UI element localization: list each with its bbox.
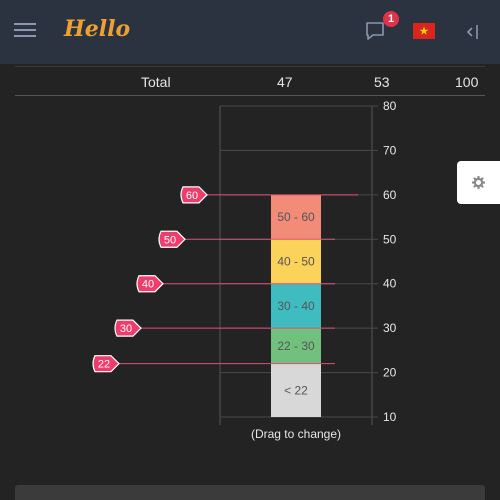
drag-hint: (Drag to change) — [250, 427, 342, 441]
handle-label: 50 — [164, 234, 176, 246]
settings-tab[interactable] — [457, 161, 500, 204]
y-tick-label: 10 — [383, 410, 397, 424]
bottom-panel — [15, 485, 485, 500]
range-segment[interactable] — [271, 239, 321, 284]
segment-label: < 22 — [284, 383, 308, 397]
y-tick-label: 60 — [383, 188, 397, 202]
drag-handle[interactable] — [180, 186, 208, 204]
segment-label: 40 - 50 — [277, 255, 315, 269]
segment-label: 30 - 40 — [277, 299, 315, 313]
drag-handle[interactable] — [114, 319, 142, 337]
range-segment[interactable] — [271, 283, 321, 329]
y-tick-label: 40 — [383, 277, 397, 291]
app-logo[interactable]: Hello — [64, 16, 131, 42]
range-segment[interactable] — [271, 328, 321, 364]
total-value-1: 47 — [277, 74, 293, 90]
range-segment[interactable] — [271, 194, 321, 240]
total-value-3: 100 — [455, 74, 479, 90]
y-tick-label: 50 — [383, 232, 397, 246]
totals-row: Total 47 53 100 — [15, 66, 485, 96]
y-tick-label: 20 — [383, 366, 397, 380]
range-segment[interactable] — [271, 363, 321, 417]
language-flag-icon[interactable] — [413, 23, 435, 39]
drag-handle[interactable] — [136, 275, 164, 293]
totals-label: Total — [141, 74, 171, 90]
chat-icon[interactable] — [364, 20, 386, 42]
drag-handle[interactable] — [158, 230, 186, 248]
menu-icon[interactable] — [14, 21, 36, 39]
segment-label: 50 - 60 — [277, 210, 315, 224]
handle-label: 30 — [120, 323, 132, 335]
y-tick-label: 30 — [383, 321, 397, 335]
top-navbar: Hello 1 — [0, 0, 500, 64]
drag-handle[interactable] — [92, 355, 120, 373]
range-chart[interactable]: 10 20 30 40 50 60 70 80 < 22 22 - 30 30 - 40 40 - 5… — [0, 96, 500, 476]
notification-badge: 1 — [383, 11, 399, 27]
total-value-2: 53 — [374, 74, 390, 90]
handle-label: 40 — [142, 279, 154, 291]
collapse-panel-icon[interactable] — [464, 22, 480, 42]
handle-label: 60 — [186, 190, 198, 202]
gear-icon — [472, 176, 485, 189]
y-tick-label: 70 — [383, 143, 397, 157]
handle-label: 22 — [98, 359, 110, 371]
segment-label: 22 - 30 — [277, 339, 315, 353]
y-tick-label: 80 — [383, 99, 397, 113]
